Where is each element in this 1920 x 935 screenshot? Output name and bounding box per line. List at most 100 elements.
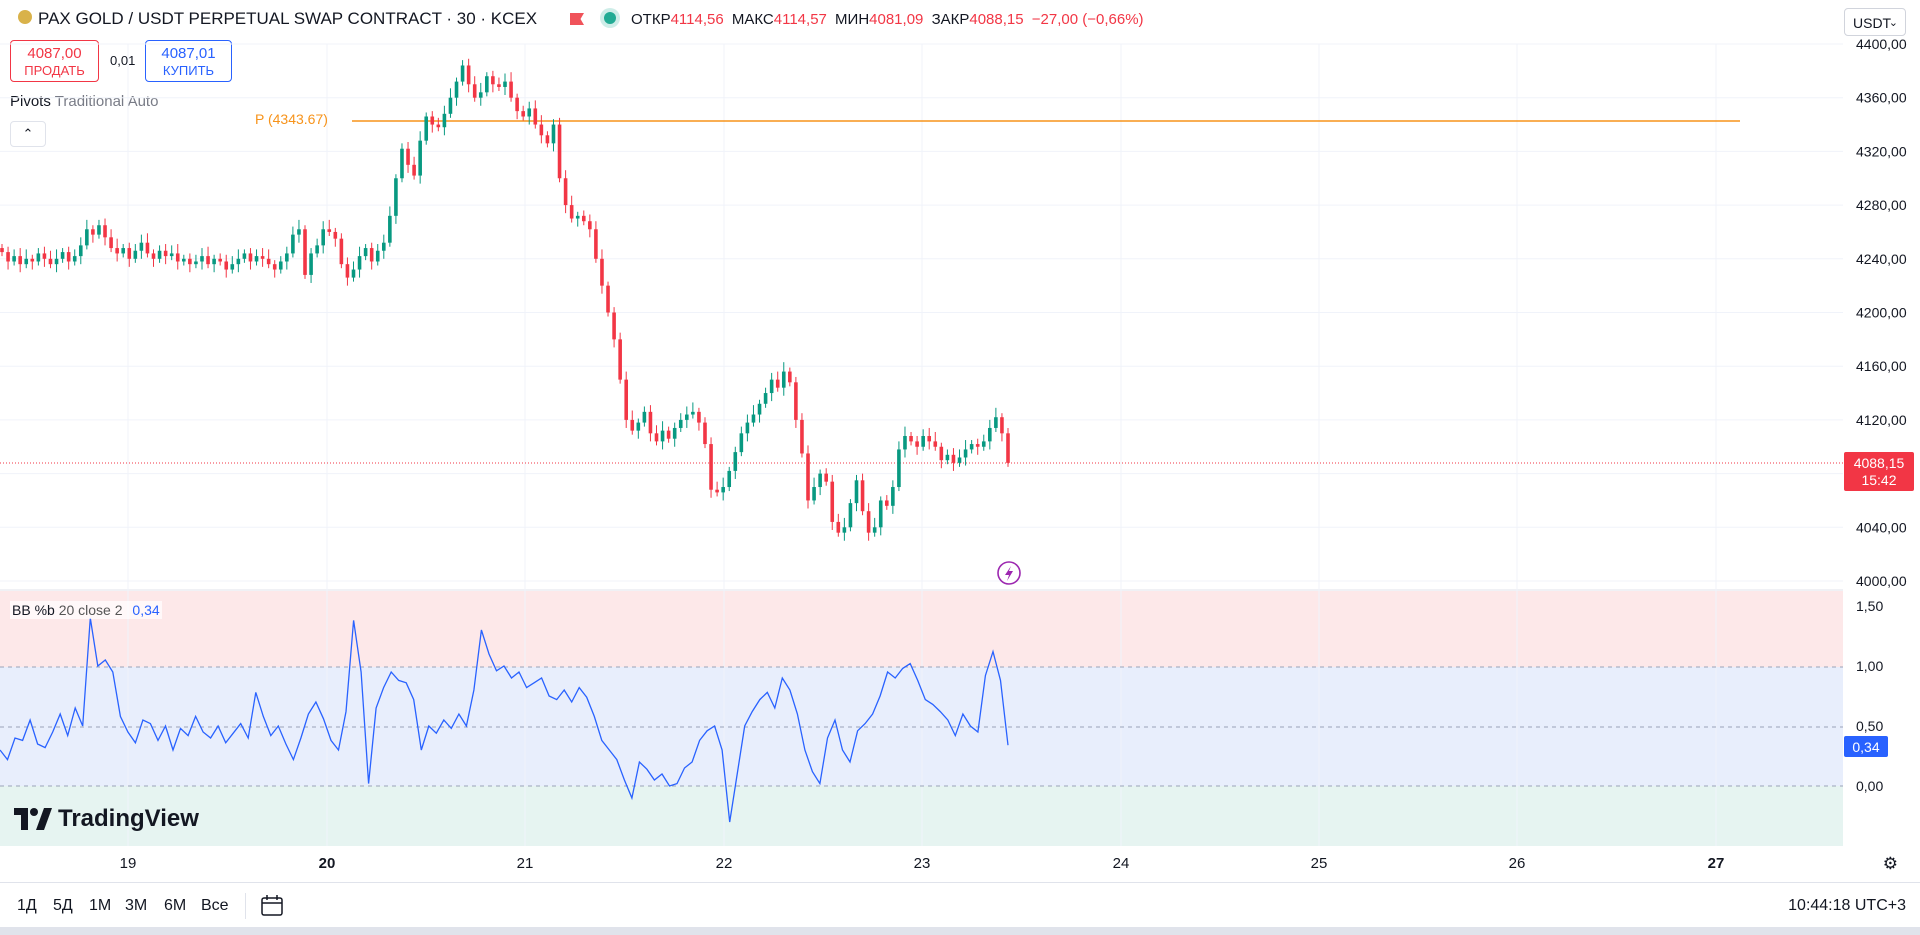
time-axis-label: 21: [517, 855, 534, 872]
price-axis-label: 4360,00: [1856, 90, 1907, 106]
time-axis[interactable]: 19 20 21 22 23 24 25 26 27: [120, 855, 1725, 872]
settings-gear-icon[interactable]: ⚙: [1882, 854, 1898, 873]
candle-body: [466, 65, 471, 85]
candle-body: [751, 414, 756, 423]
buy-button[interactable]: 4087,01 КУПИТЬ: [145, 40, 232, 82]
candle-body: [545, 135, 550, 144]
flag-icon[interactable]: [570, 13, 584, 25]
candle-body: [491, 76, 495, 85]
candle-body: [945, 454, 950, 461]
candle-body: [860, 480, 865, 512]
chevron-down-icon: ⌄: [1888, 17, 1898, 29]
candle-body: [618, 339, 622, 380]
range-button-6m[interactable]: 6М: [164, 897, 187, 914]
high-label: МАКС: [731, 11, 774, 28]
candle-body: [539, 124, 544, 136]
candle-body: [212, 258, 216, 265]
candle-body: [442, 113, 447, 128]
candle-body: [994, 417, 998, 428]
time-axis-label: 24: [1113, 855, 1130, 872]
range-button-all[interactable]: Все: [201, 897, 229, 914]
bb-params: 20 close 2: [58, 602, 123, 618]
market-status-icon[interactable]: [604, 12, 616, 24]
sell-button[interactable]: 4087,00 ПРОДАТЬ: [10, 40, 99, 82]
candle-body: [533, 108, 538, 125]
sell-price: 4087,00: [27, 45, 82, 62]
oscillator-axis-label: 0,00: [1856, 778, 1883, 794]
candle-body: [794, 382, 798, 420]
currency-select[interactable]: USDT ⌄: [1844, 8, 1906, 36]
tradingview-logo[interactable]: TradingView: [14, 805, 199, 833]
candle-body: [606, 285, 610, 313]
low-label: МИН: [835, 11, 870, 28]
candle-body: [745, 422, 750, 434]
candle-body: [351, 269, 356, 278]
candle-body: [291, 234, 295, 254]
oscillator-axis-label: 1,50: [1856, 598, 1883, 614]
candle-body: [800, 419, 804, 454]
candle-body: [806, 453, 810, 501]
clock[interactable]: 10:44:18 UTC+3: [1788, 897, 1906, 914]
range-button-1d[interactable]: 1Д: [17, 897, 37, 914]
calendar-icon[interactable]: [260, 894, 286, 918]
tradingview-wordmark: TradingView: [58, 805, 199, 832]
bb-value: 0,34: [132, 602, 160, 618]
range-button-1m[interactable]: 1М: [89, 897, 112, 914]
candle-body: [418, 140, 422, 176]
candle-body: [624, 379, 629, 420]
bottom-strip: [0, 927, 1920, 935]
candle-body: [400, 148, 404, 179]
close-value: 4088,15: [969, 11, 1024, 28]
candle-body: [151, 253, 156, 259]
candle-body: [897, 449, 901, 488]
candle-body: [357, 256, 362, 270]
candle-body: [557, 124, 562, 179]
bb-legend[interactable]: BB %b 20 close 2 0,34: [10, 601, 162, 619]
candle-body: [66, 252, 71, 262]
bb-value-tag-text: 0,34: [1852, 739, 1879, 755]
candle-body: [278, 261, 283, 270]
last-price-value: 4088,15: [1854, 455, 1905, 471]
candle-body: [321, 229, 325, 246]
candle-body: [963, 449, 968, 458]
candle-body: [703, 422, 707, 445]
candle-body: [297, 229, 301, 235]
event-icon[interactable]: [997, 561, 1021, 585]
time-axis-label: 20: [319, 855, 336, 872]
candle-body: [448, 97, 453, 114]
candle-body: [685, 414, 689, 420]
candle-body: [878, 500, 883, 528]
candle-body: [600, 258, 604, 286]
candle-body: [788, 371, 792, 383]
symbol-title[interactable]: PAX GOLD / USDT PERPETUAL SWAP CONTRACT …: [38, 9, 538, 28]
oscillator-axis[interactable]: 1,50 1,00 0,50 0,00: [1856, 598, 1883, 794]
price-axis[interactable]: 4400,00 4360,00 4320,00 4280,00 4240,00 4200,…: [1856, 36, 1907, 589]
candle-body: [6, 252, 10, 262]
candle-body: [757, 403, 762, 415]
candle-body: [375, 250, 380, 262]
price-axis-label: 4320,00: [1856, 143, 1907, 159]
open-value: 4114,56: [670, 11, 724, 28]
candle-body: [133, 250, 138, 259]
candle-body: [842, 527, 847, 533]
candle-body: [485, 76, 489, 93]
price-axis-label: 4040,00: [1856, 519, 1907, 535]
candle-body: [654, 433, 659, 442]
candle-body: [115, 248, 119, 254]
candle-body: [739, 433, 744, 453]
range-button-3m[interactable]: 3М: [125, 897, 148, 914]
candle-body: [909, 436, 913, 442]
price-axis-label: 4200,00: [1856, 305, 1907, 321]
candle-body: [78, 245, 83, 257]
collapse-legend-button[interactable]: ⌃: [10, 121, 46, 147]
candle-body: [260, 256, 265, 259]
candle-body: [818, 473, 822, 488]
candle-body: [478, 92, 483, 98]
candle-body: [775, 379, 780, 388]
range-button-5d[interactable]: 5Д: [53, 897, 73, 914]
candle-body: [648, 411, 653, 434]
candle-body: [872, 527, 877, 533]
symbol-logo-icon: [18, 10, 32, 24]
candle-body: [921, 436, 925, 447]
